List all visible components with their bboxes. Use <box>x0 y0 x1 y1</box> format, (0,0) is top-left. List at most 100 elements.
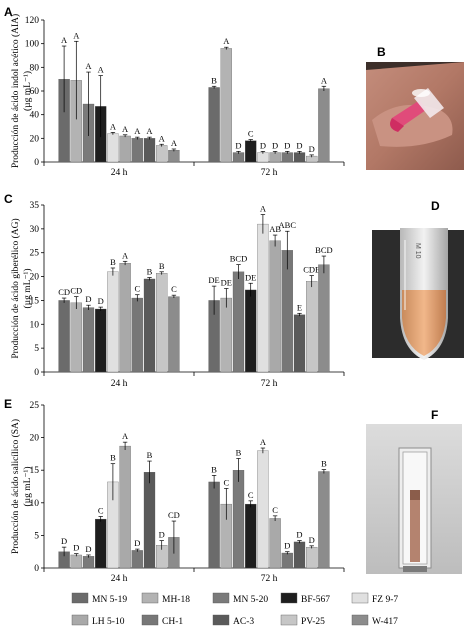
bar <box>131 297 143 373</box>
significance-letter: AB <box>269 224 281 234</box>
panel-letter: C <box>4 192 13 206</box>
bar <box>318 264 330 373</box>
significance-letter: CD <box>58 287 70 297</box>
x-tick-label: 24 h <box>111 168 128 178</box>
y-tick-label: 25 <box>30 249 40 259</box>
x-tick-label: 72 h <box>261 379 278 389</box>
bar <box>293 541 306 569</box>
y-axis-title: Producción de ácido giberélico (AG) <box>10 218 21 358</box>
significance-letter: C <box>248 490 254 500</box>
bar <box>306 546 318 569</box>
significance-letter: BCD <box>315 245 332 255</box>
significance-letter: D <box>296 140 302 150</box>
significance-letter: B <box>236 447 242 457</box>
legend-label: MN 5-19 <box>92 595 127 605</box>
bar <box>232 271 245 373</box>
bar <box>318 471 330 569</box>
y-tick-label: 120 <box>25 16 40 26</box>
y-tick-label: 10 <box>30 499 40 509</box>
panel-letter: A <box>4 5 13 19</box>
photo-d-falcon-tube: M 10 <box>372 228 464 360</box>
significance-letter: C <box>272 505 278 515</box>
bar <box>143 472 156 569</box>
significance-letter: D <box>272 140 278 150</box>
significance-letter: B <box>321 459 327 469</box>
panel-letter-b: B <box>377 45 386 59</box>
bar <box>257 223 269 373</box>
legend-swatch <box>212 592 230 604</box>
bar <box>269 518 281 569</box>
significance-letter: B <box>110 453 116 463</box>
significance-letter: A <box>110 121 117 131</box>
bar <box>257 450 269 569</box>
chart-panel-e: E Producción de ácido salicílico (SA) (µg … <box>4 397 345 584</box>
bar <box>82 556 95 569</box>
x-tick-label: 72 h <box>261 574 278 584</box>
bar <box>220 297 232 373</box>
y-tick-label: 25 <box>30 401 40 411</box>
y-axis-unit: (µg mL⁻¹) <box>22 71 33 111</box>
significance-letter: D <box>61 536 67 546</box>
bar <box>281 552 293 569</box>
significance-letter: C <box>223 477 229 487</box>
bar <box>119 445 131 569</box>
bar <box>143 278 156 373</box>
y-tick-label: 80 <box>30 63 40 73</box>
significance-letter: D <box>85 294 91 304</box>
bar <box>95 518 107 569</box>
significance-letter: CD <box>168 510 180 520</box>
panel-letter: E <box>4 397 12 411</box>
bar <box>232 470 245 569</box>
significance-letter: D <box>134 538 140 548</box>
y-tick-label: 10 <box>30 320 40 330</box>
significance-letter: A <box>98 65 105 75</box>
bar <box>281 152 293 163</box>
bar <box>293 314 306 373</box>
significance-letter: A <box>122 250 129 260</box>
y-tick-label: 15 <box>30 296 40 306</box>
significance-letter: A <box>260 437 267 447</box>
bar <box>257 152 269 163</box>
legend-label: MN 5-20 <box>233 595 268 605</box>
y-tick-label: 0 <box>34 564 39 574</box>
legend-swatch <box>141 592 159 604</box>
y-tick-label: 15 <box>30 466 40 476</box>
panel-letter-d: D <box>431 199 440 213</box>
bar <box>107 133 119 163</box>
bar <box>293 152 306 163</box>
significance-letter: A <box>122 431 129 441</box>
bar <box>156 145 168 163</box>
significance-letter: D <box>159 530 165 540</box>
significance-letter: B <box>211 75 217 85</box>
significance-letter: A <box>146 126 153 136</box>
significance-letter: D <box>98 296 104 306</box>
bar <box>168 296 180 373</box>
svg-text:M 10: M 10 <box>414 243 421 259</box>
significance-letter: CD <box>70 286 82 296</box>
significance-letter: DE <box>245 272 256 282</box>
significance-letter: C <box>134 284 140 294</box>
legend: MN 5-19 MH-18 MN 5-20 BF-567 FZ 9-7 LH 5-10 CH… <box>71 592 398 627</box>
photo-b-pink-tubes <box>366 62 464 170</box>
significance-letter: D <box>85 544 91 554</box>
legend-label: MH-18 <box>162 595 190 605</box>
significance-letter: D <box>284 541 290 551</box>
bar <box>70 302 82 373</box>
significance-letter: D <box>309 535 315 545</box>
y-tick-label: 20 <box>30 434 40 444</box>
y-tick-label: 60 <box>30 87 40 97</box>
legend-swatch <box>351 614 369 626</box>
bar <box>245 140 257 163</box>
bar <box>269 240 281 373</box>
bar <box>95 308 107 373</box>
significance-letter: D <box>73 543 79 553</box>
legend-swatch <box>212 614 230 626</box>
significance-letter: D <box>235 140 241 150</box>
legend-label: FZ 9-7 <box>372 595 398 605</box>
significance-letter: DE <box>208 275 219 285</box>
x-tick-label: 72 h <box>261 168 278 178</box>
bar <box>306 281 318 373</box>
significance-letter: B <box>147 450 153 460</box>
significance-letter: A <box>61 35 68 45</box>
